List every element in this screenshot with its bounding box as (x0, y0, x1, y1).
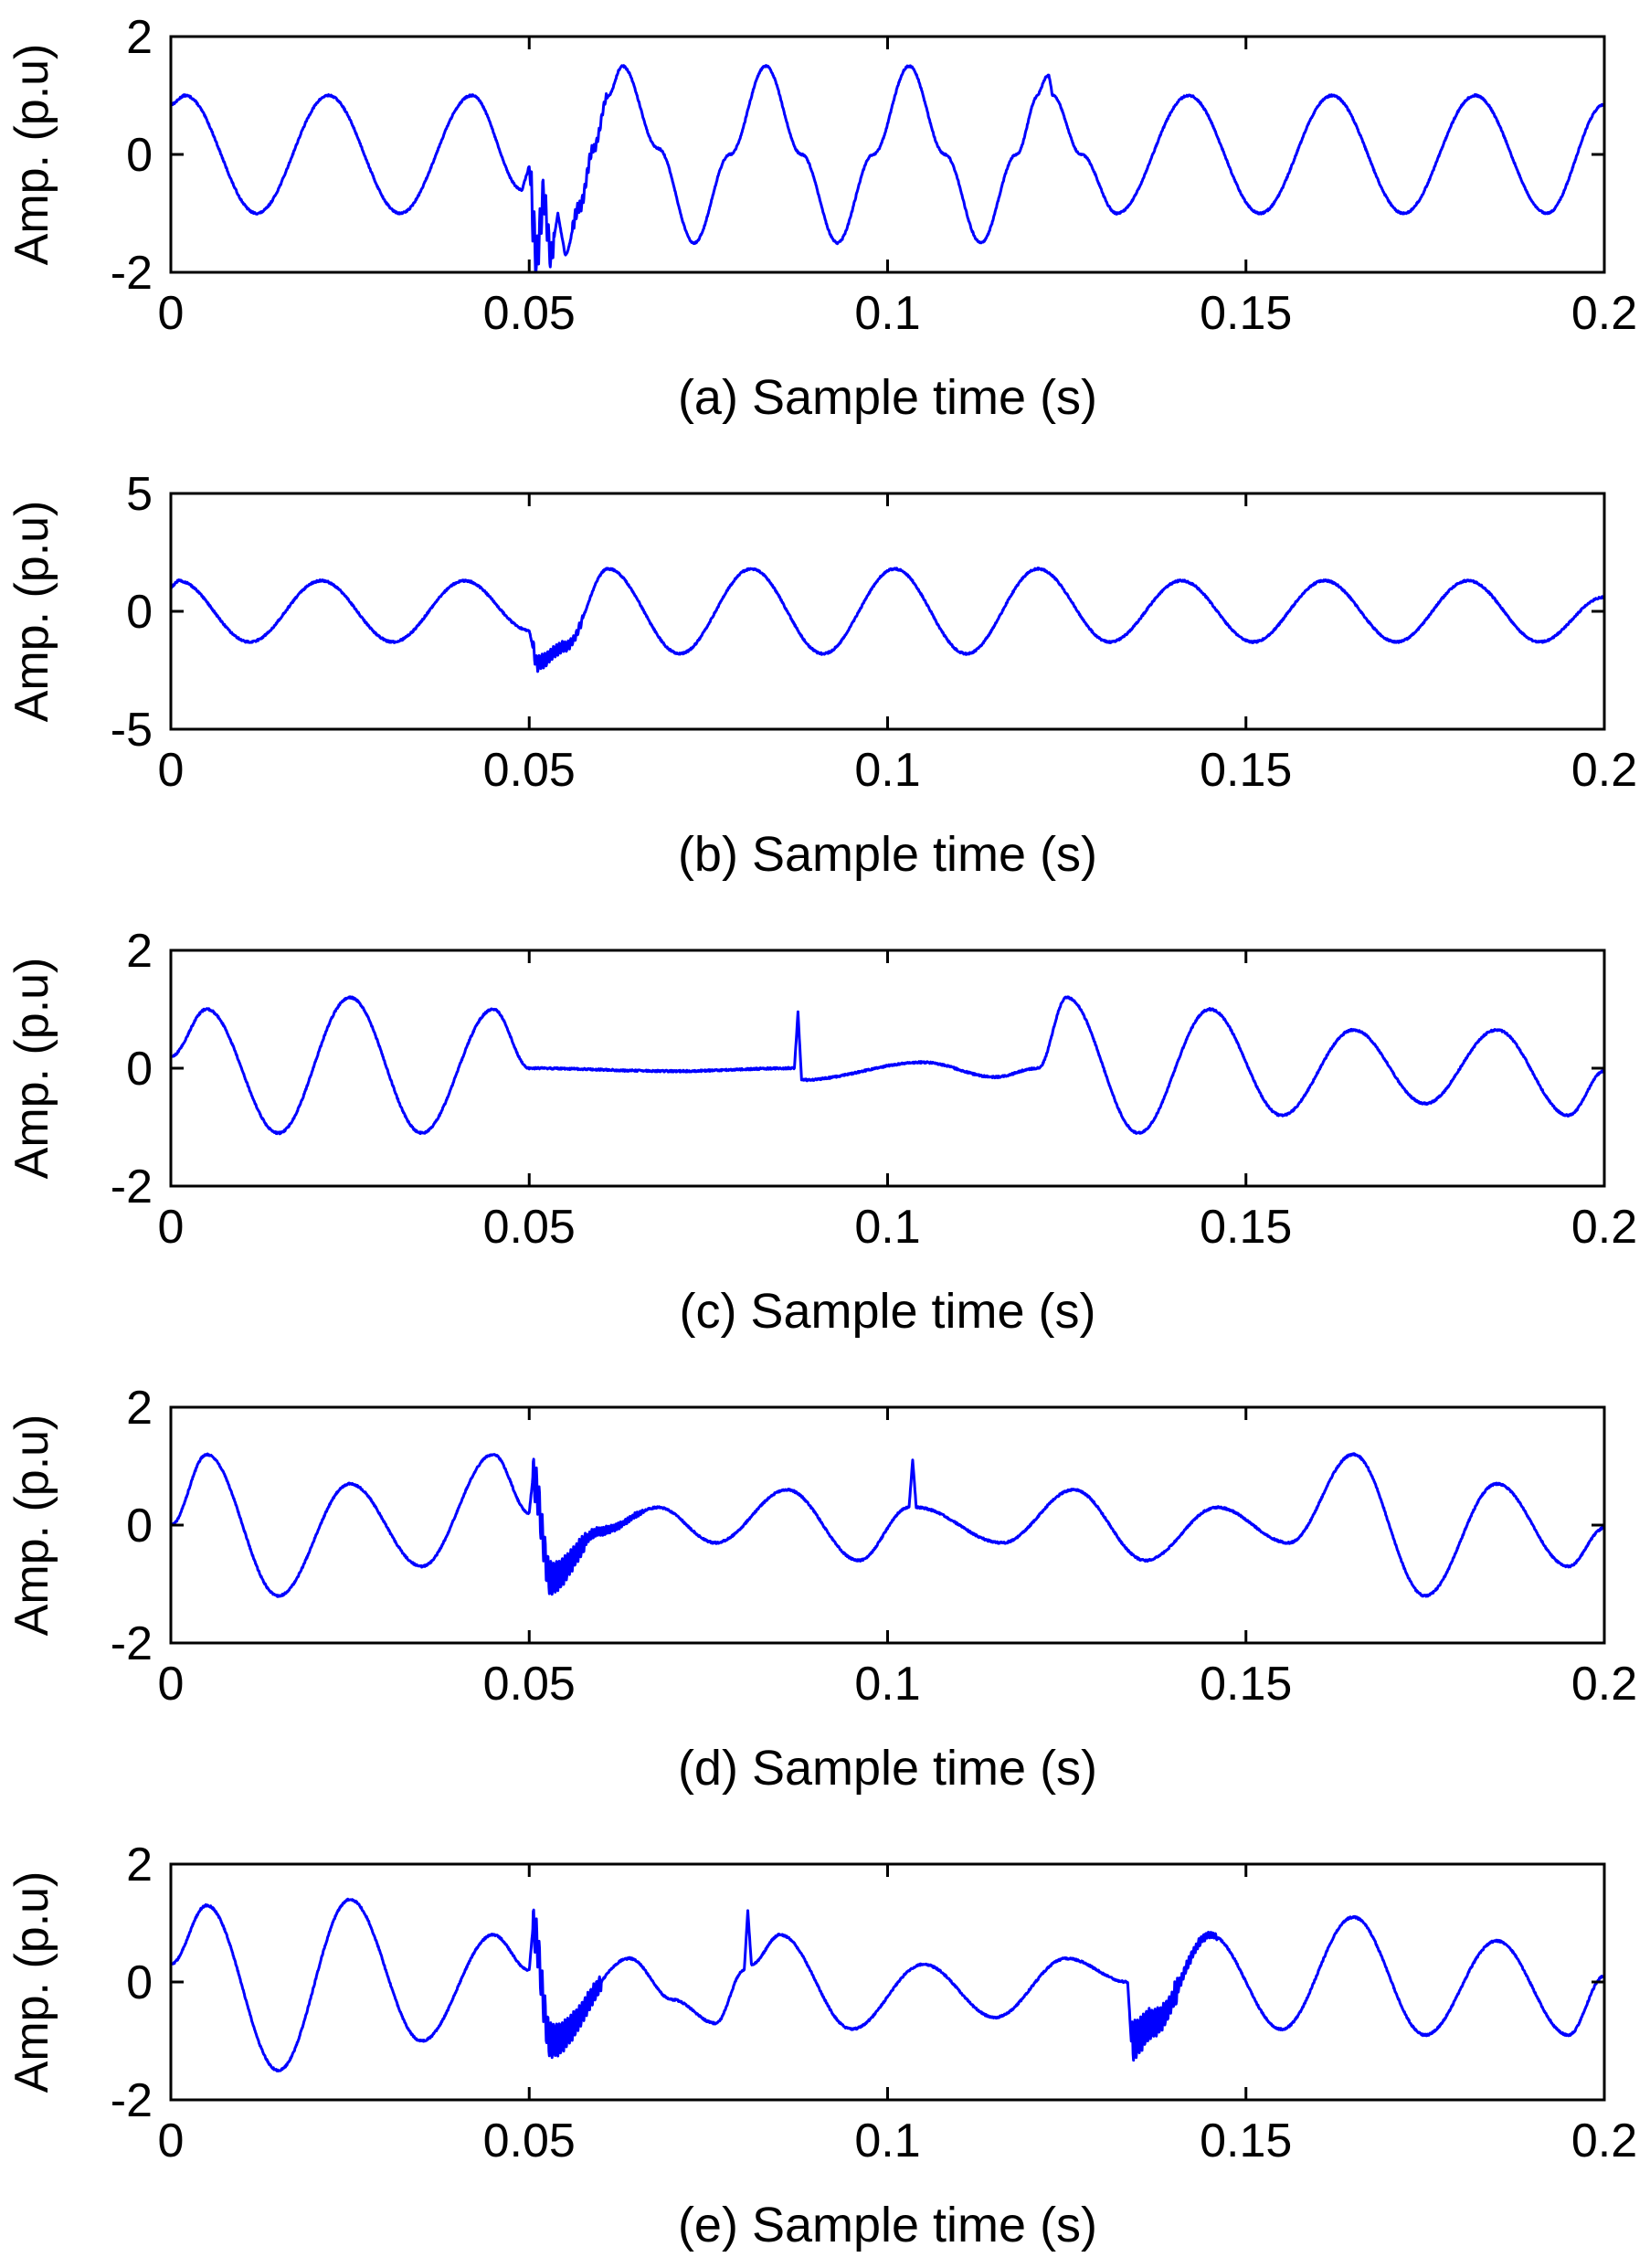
y-axis-label: Amp. (p.u) (5, 501, 58, 723)
waveform-c (169, 995, 1606, 1136)
x-tick-label: 0.2 (1571, 744, 1637, 797)
y-tick-label: 2 (126, 1382, 153, 1435)
axes-frame (169, 1862, 1606, 2102)
x-tick-label: 0.2 (1571, 1201, 1637, 1254)
x-tick-label: 0.2 (1571, 287, 1637, 340)
x-tick-label: 0.15 (1200, 1201, 1292, 1254)
y-tick-label: 2 (126, 11, 153, 64)
y-tick-label: -2 (111, 1160, 153, 1213)
waveform-d (169, 1452, 1606, 1598)
y-tick-label: 0 (126, 1956, 153, 2009)
y-tick-label: 0 (126, 1500, 153, 1553)
x-tick-label: 0.1 (854, 1658, 920, 1711)
x-tick-label: 0.1 (854, 2114, 920, 2167)
x-tick-label: 0.2 (1571, 1658, 1637, 1711)
waveform-b (169, 567, 1606, 673)
x-axis-label: (c) Sample time (s) (679, 1284, 1095, 1339)
x-tick-label: 0.05 (483, 2114, 576, 2167)
y-axis-label: Amp. (p.u) (5, 958, 58, 1180)
y-axis-label: Amp. (p.u) (5, 44, 58, 266)
waveform-e (169, 1897, 1606, 2072)
x-tick-label: 0.1 (854, 287, 920, 340)
x-tick-label: 0.15 (1200, 2114, 1292, 2167)
x-axis-label: (e) Sample time (s) (678, 2198, 1097, 2252)
y-tick-label: 0 (126, 586, 153, 639)
waveform-a (169, 64, 1606, 274)
x-tick-label: 0.1 (854, 1201, 920, 1254)
x-tick-label: 0 (158, 1658, 185, 1711)
x-tick-label: 0.05 (483, 1658, 576, 1711)
x-axis-label: (d) Sample time (s) (678, 1741, 1097, 1796)
x-tick-label: 0.15 (1200, 744, 1292, 797)
x-tick-label: 0 (158, 2114, 185, 2167)
y-tick-label: 0 (126, 1043, 153, 1096)
x-tick-label: 0.15 (1200, 1658, 1292, 1711)
axes-frame (169, 492, 1606, 731)
y-axis-label: Amp. (p.u) (5, 1415, 58, 1637)
y-tick-label: -2 (111, 2074, 153, 2127)
x-axis-label: (b) Sample time (s) (678, 827, 1097, 882)
x-tick-label: 0.2 (1571, 2114, 1637, 2167)
x-axis-label: (a) Sample time (s) (678, 370, 1097, 425)
y-tick-label: 0 (126, 129, 153, 182)
x-tick-label: 0.05 (483, 1201, 576, 1254)
y-tick-label: 2 (126, 1839, 153, 1892)
y-tick-label: -5 (111, 704, 153, 757)
y-tick-label: 5 (126, 468, 153, 521)
axes-frame (169, 35, 1606, 274)
x-tick-label: 0.1 (854, 744, 920, 797)
x-tick-label: 0 (158, 1201, 185, 1254)
y-axis-label: Amp. (p.u) (5, 1871, 58, 2093)
x-tick-label: 0 (158, 287, 185, 340)
x-tick-label: 0.15 (1200, 287, 1292, 340)
x-tick-label: 0.05 (483, 744, 576, 797)
x-tick-label: 0 (158, 744, 185, 797)
y-tick-label: 2 (126, 925, 153, 978)
y-tick-label: -2 (111, 247, 153, 300)
x-tick-label: 0.05 (483, 287, 576, 340)
y-tick-label: -2 (111, 1617, 153, 1670)
